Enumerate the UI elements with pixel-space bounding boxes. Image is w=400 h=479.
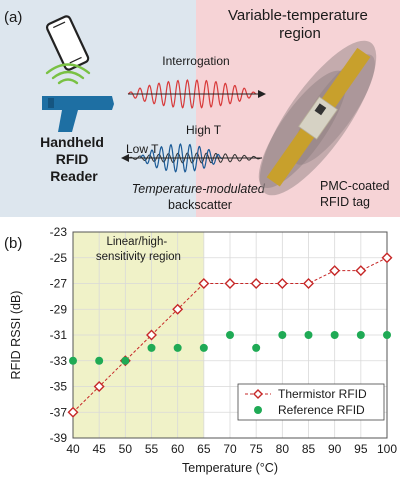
legend: Thermistor RFID Reference RFID <box>237 383 385 421</box>
y-tick-label: -25 <box>50 251 68 265</box>
thermistor-point <box>250 278 262 289</box>
y-tick-labels: -39 -37 -35 -33 -31 -29 -27 -25 -23 <box>50 225 68 445</box>
interrogation-wave <box>127 79 257 109</box>
rfid-reader-icon <box>42 96 114 132</box>
x-tick-label: 95 <box>354 442 368 456</box>
y-tick-label: -23 <box>50 225 68 239</box>
region-label: Variable-temperature region <box>228 7 372 42</box>
x-tick-labels: 40 45 50 55 60 65 70 75 80 85 90 95 100 <box>66 442 397 456</box>
high-t-text: High T <box>186 123 222 137</box>
y-tick-label: -27 <box>50 277 68 291</box>
x-tick-label: 75 <box>249 442 263 456</box>
thermistor-point <box>67 406 79 418</box>
low-t-label: Low T <box>126 142 159 156</box>
panel-a-label: (a) <box>4 9 22 26</box>
pmc-coated-rfid-tag <box>258 40 377 196</box>
x-tick-label: 60 <box>171 442 185 456</box>
y-tick-label: -29 <box>50 302 68 316</box>
y-tick-label: -39 <box>50 431 68 445</box>
y-tick-label: -33 <box>50 354 68 368</box>
reference-point <box>147 343 156 352</box>
thermistor-point <box>329 265 341 277</box>
x-tick-label: 40 <box>66 442 80 456</box>
backscatter-wave-high <box>139 143 223 173</box>
legend-box <box>237 383 385 421</box>
reference-point <box>226 331 234 339</box>
low-t-text: Low T <box>126 142 159 156</box>
x-tick-label: 50 <box>119 442 133 456</box>
thermistor-point <box>224 278 236 289</box>
y-tick-label: -37 <box>50 405 68 419</box>
reference-point <box>173 343 182 352</box>
thermistor-point <box>303 278 314 289</box>
thermistor-point <box>276 278 288 289</box>
series-layer <box>67 252 393 418</box>
legend-thermistor-marker <box>253 389 263 399</box>
reference-point <box>95 356 104 365</box>
reference-point <box>121 356 130 365</box>
thermistor-point <box>355 265 367 277</box>
x-tick-label: 100 <box>377 442 397 456</box>
series-reference-rfid <box>69 331 391 365</box>
y-tick-label: -31 <box>50 328 68 342</box>
series-thermistor-rfid <box>67 252 393 418</box>
reference-point <box>356 331 365 339</box>
backscatter-arrowhead <box>121 154 129 162</box>
x-tick-label: 90 <box>328 442 342 456</box>
x-tick-label: 80 <box>276 442 290 456</box>
panel-a: (a) Handheld RFID Reader Variable-temper… <box>0 0 400 217</box>
panel-b-label: (b) <box>4 235 22 252</box>
reference-point <box>278 331 287 339</box>
thermistor-point <box>381 252 393 264</box>
x-tick-label: 65 <box>197 442 211 456</box>
reader-label: Handheld RFID Reader <box>40 134 108 184</box>
y-axis-label: RFID RSSI (dB) <box>9 291 23 380</box>
x-tick-label: 45 <box>92 442 106 456</box>
backscatter-label: Temperature-modulated backscatter <box>132 182 268 212</box>
wireless-signal-icon <box>45 63 91 85</box>
reference-point <box>383 331 391 339</box>
high-t-label: High T <box>186 123 222 137</box>
legend-reference-label: Reference RFID <box>278 403 365 417</box>
reference-point <box>199 343 208 352</box>
reference-point <box>304 331 313 339</box>
panel-b: (b) Linear/high- sensitivity region 40 45… <box>4 225 397 475</box>
reference-point <box>252 343 261 352</box>
y-tick-label: -35 <box>50 380 68 394</box>
thermistor-point <box>146 329 157 341</box>
reference-point <box>330 331 339 339</box>
interrogation-signal <box>127 79 266 109</box>
x-tick-label: 85 <box>302 442 316 456</box>
reference-point <box>69 356 77 365</box>
x-axis-label: Temperature (°C) <box>182 461 278 475</box>
legend-reference-marker <box>254 406 262 414</box>
interrogation-label: Interrogation <box>162 54 229 68</box>
tag-label: PMC-coated RFID tag <box>320 179 393 209</box>
x-tick-label: 70 <box>223 442 237 456</box>
backscatter-signal <box>121 143 263 173</box>
interrogation-arrowhead <box>258 90 266 98</box>
linear-region-label: Linear/high- sensitivity region <box>96 236 181 263</box>
x-tick-label: 55 <box>145 442 159 456</box>
thermistor-point <box>93 381 105 392</box>
thermistor-point <box>198 278 210 289</box>
thermistor-point <box>172 303 184 315</box>
legend-thermistor-label: Thermistor RFID <box>278 387 367 401</box>
